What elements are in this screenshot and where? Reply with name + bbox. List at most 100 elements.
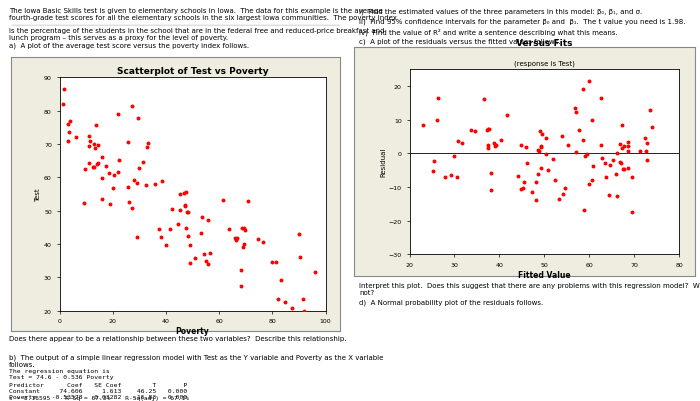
Text: Poverty    -0.53578   0.03282   -16.83   0.000: Poverty -0.53578 0.03282 -16.83 0.000 <box>9 394 188 399</box>
Point <box>578 137 589 144</box>
Point <box>488 141 499 147</box>
Point <box>195 230 206 237</box>
Point <box>180 225 191 231</box>
Point <box>512 174 524 180</box>
Point <box>517 186 528 192</box>
Point <box>84 139 95 145</box>
Point <box>79 200 90 207</box>
Point <box>276 277 287 283</box>
Point <box>600 160 611 167</box>
Text: i)  Find the estimated values of the three parameters in this model: β₀, β₁, and: i) Find the estimated values of the thre… <box>359 8 643 14</box>
Point <box>445 173 456 179</box>
Point <box>293 231 304 238</box>
Point <box>531 180 542 186</box>
Point <box>540 152 552 158</box>
Point <box>596 142 607 149</box>
Point <box>542 167 554 174</box>
Point <box>640 136 651 142</box>
Point <box>533 148 544 154</box>
Point <box>204 250 216 256</box>
Point <box>569 105 580 112</box>
Text: iv)  Find the value of R² and write a sentence describing what this means.: iv) Find the value of R² and write a sen… <box>359 28 618 36</box>
Point <box>611 194 622 200</box>
Point <box>428 168 439 175</box>
Text: Interpret this plot.  Does this suggest that there are any problems with this re: Interpret this plot. Does this suggest t… <box>359 283 700 289</box>
Point <box>526 189 538 196</box>
Point <box>608 158 619 164</box>
Point <box>230 237 241 243</box>
Point <box>601 174 612 180</box>
Point <box>79 166 90 173</box>
Point <box>522 160 533 167</box>
Point <box>150 182 161 188</box>
Point <box>100 164 111 170</box>
Point <box>536 132 547 138</box>
Point <box>96 196 107 203</box>
Point <box>122 139 134 146</box>
Point <box>97 175 108 182</box>
Point <box>533 149 545 155</box>
Point <box>482 142 493 148</box>
Point <box>257 239 268 246</box>
Point <box>556 134 567 140</box>
Point <box>179 204 190 210</box>
Point <box>122 184 134 190</box>
Point <box>196 215 207 221</box>
Point <box>553 196 564 203</box>
Point <box>217 198 228 204</box>
Point <box>298 296 309 303</box>
Point <box>131 180 142 186</box>
Point <box>645 108 656 114</box>
Point <box>134 166 145 172</box>
Y-axis label: Residual: Residual <box>380 148 386 177</box>
Point <box>200 258 211 265</box>
Point <box>155 234 166 241</box>
Point <box>202 261 214 267</box>
Point <box>518 179 529 186</box>
Point <box>536 144 547 150</box>
Point <box>166 207 177 213</box>
Point <box>141 144 153 150</box>
Point <box>183 233 194 239</box>
Point <box>174 192 186 198</box>
Point <box>185 243 196 249</box>
Point <box>113 111 124 117</box>
Point <box>604 162 615 169</box>
Point <box>515 142 526 149</box>
Point <box>271 259 282 266</box>
Point <box>90 145 101 152</box>
Point <box>57 102 69 108</box>
Point <box>549 177 560 184</box>
Point <box>237 225 248 231</box>
Text: follows.: follows. <box>9 361 36 367</box>
Point <box>62 122 74 128</box>
Point <box>449 153 460 160</box>
Point <box>584 182 595 188</box>
Point <box>579 207 590 213</box>
Point <box>534 129 545 135</box>
Point <box>626 209 638 215</box>
Point <box>586 178 597 184</box>
Point <box>185 260 196 267</box>
Point <box>502 113 513 119</box>
Point <box>615 161 626 167</box>
Point <box>479 96 490 103</box>
Text: Test = 74.6 - 0.536 Poverty: Test = 74.6 - 0.536 Poverty <box>9 374 113 379</box>
Point <box>88 164 99 170</box>
Point <box>622 143 633 150</box>
Point <box>580 153 591 160</box>
Point <box>91 161 102 167</box>
Point <box>253 237 264 243</box>
Point <box>617 146 628 152</box>
Text: s = 8.76595    R-Sq = 67.3%    R-Sq(adj) = 67.1%: s = 8.76595 R-Sq = 67.3% R-Sq(adj) = 67.… <box>9 395 189 400</box>
Point <box>483 146 494 152</box>
Point <box>470 128 481 134</box>
Point <box>105 201 116 208</box>
Point <box>641 140 652 147</box>
Point <box>309 269 321 276</box>
Point <box>570 110 582 116</box>
Point <box>490 144 501 150</box>
Point <box>153 227 164 233</box>
Point <box>535 166 546 172</box>
Point <box>515 187 526 193</box>
